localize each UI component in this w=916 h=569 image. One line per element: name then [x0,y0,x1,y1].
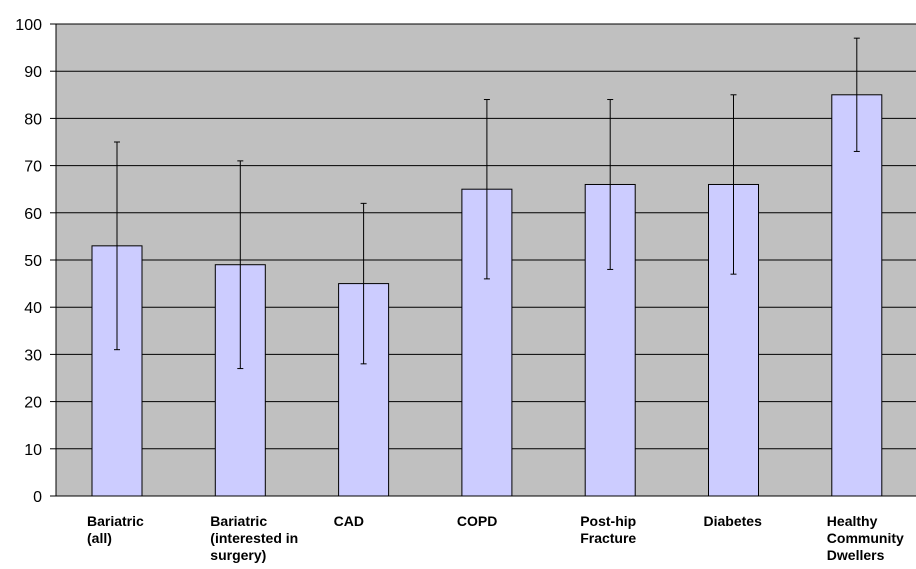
x-category-label: Healthy Community Dwellers [827,513,904,563]
y-tick-label: 60 [24,206,42,223]
x-category-label: Diabetes [704,513,763,529]
x-category-label: Post-hip Fracture [580,513,636,546]
x-category-label: Bariatric (all) [87,513,144,546]
y-tick-label: 0 [33,489,42,506]
error-bars [114,37,860,370]
y-tick-label: 50 [24,253,42,270]
x-category-label: CAD [334,513,364,529]
y-tick-label: 30 [24,347,42,364]
y-tick-label: 70 [24,159,42,176]
bar [831,94,883,497]
y-tick-label: 10 [24,442,42,459]
y-tick-label: 90 [24,64,42,81]
x-category-label: Bariatric (interested in surgery) [210,513,298,563]
y-tick-label: 20 [24,395,42,412]
y-tick-label: 40 [24,300,42,317]
x-axis-labels: Bariatric (all) Bariatric (interested in sur… [87,513,904,563]
x-category-label: COPD [457,513,497,529]
y-tick-label: 80 [24,111,42,128]
y-axis-ticks: 0 10 20 30 40 50 60 70 80 90 100 [15,17,56,506]
y-tick-label: 100 [15,17,42,34]
